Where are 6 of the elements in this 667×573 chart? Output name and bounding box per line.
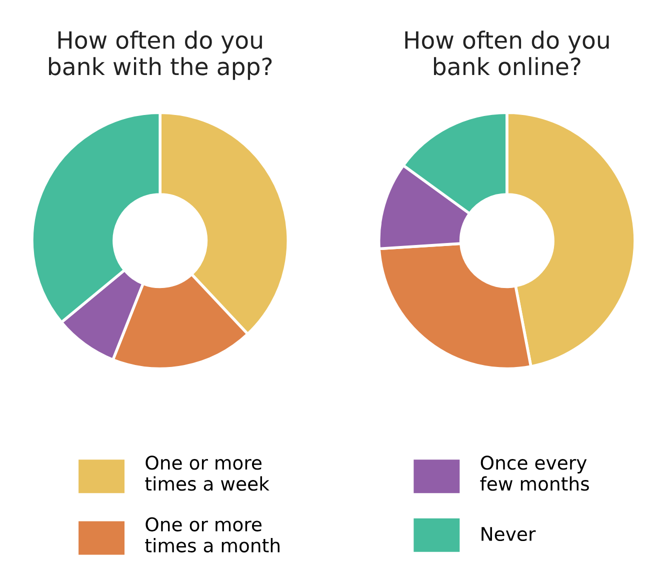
legend-label: One or more times a week [145,456,270,491]
legend-label: One or more times a month [145,517,280,552]
legend-label: Never [482,527,536,542]
chart-title: How often do you bank with the app? [49,30,272,80]
chart-title: How often do you bank online? [405,30,609,76]
legend-label: Once every few months [480,456,589,491]
